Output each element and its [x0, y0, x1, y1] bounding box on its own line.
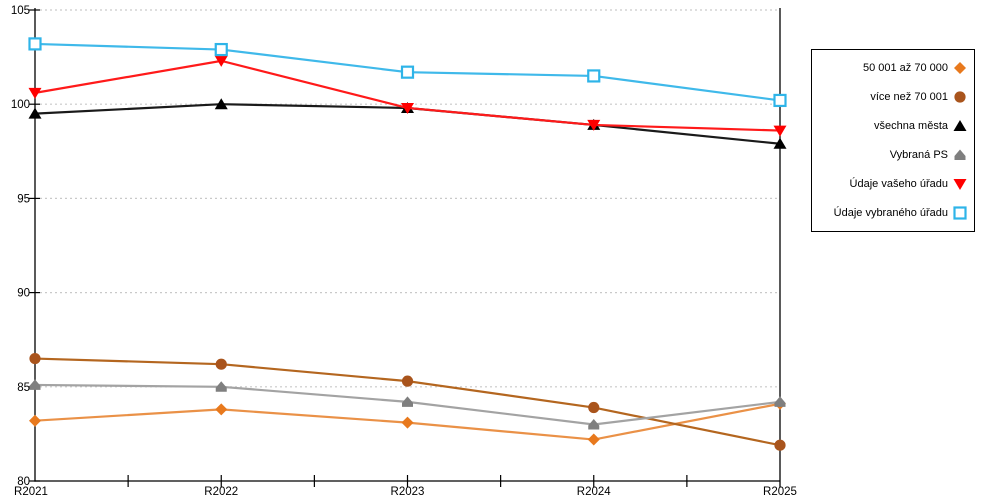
x-tick-label: R2024 [577, 486, 611, 498]
diamond-marker [401, 416, 414, 429]
legend-label: 50 001 až 70 000 [862, 61, 948, 74]
x-tick-label: R2021 [14, 486, 48, 498]
square-open-marker [214, 42, 228, 57]
pentagon-marker [954, 149, 966, 161]
square-open-marker [953, 206, 967, 220]
diamond-icon [953, 61, 967, 75]
square-open-icon [953, 206, 967, 220]
circle-marker [774, 439, 786, 451]
y-tick-label: 85 [17, 382, 30, 394]
triangle-down-marker [773, 125, 787, 137]
circle-icon [953, 90, 967, 104]
circle-marker [401, 375, 414, 387]
legend-item: Údaje vybraného úřadu [812, 206, 974, 220]
pentagon-marker [588, 418, 600, 430]
legend-label: více než 70 001 [870, 90, 948, 103]
circle-marker [215, 358, 227, 370]
triangle-up-marker [28, 107, 42, 119]
diamond-marker [215, 403, 228, 416]
triangle-up-marker [214, 98, 228, 110]
legend-item: 50 001 až 70 000 [812, 61, 974, 75]
triangle-up-icon [953, 119, 967, 133]
square-open-marker [28, 37, 42, 51]
legend: 50 001 až 70 000 více než 70 001 všechna m… [811, 49, 975, 232]
circle-marker [29, 352, 41, 365]
circle-marker [954, 91, 966, 103]
triangle-down-marker [401, 102, 414, 114]
legend-item: Vybraná PS [812, 148, 974, 162]
legend-label: Údaje vašeho úřadu [849, 178, 948, 191]
pentagon-marker [774, 396, 786, 407]
triangle-up-marker [953, 119, 967, 131]
triangle-down-marker [953, 179, 967, 191]
diamond-marker [29, 414, 41, 427]
triangle-down-icon [953, 177, 967, 191]
legend-label: Vybraná PS [889, 149, 948, 162]
x-tick-label: R2023 [391, 486, 425, 498]
y-tick-label: 90 [17, 288, 30, 300]
x-tick-label: R2022 [204, 486, 238, 498]
diamond-marker [954, 61, 966, 74]
square-open-marker [773, 93, 787, 108]
pentagon-icon [953, 148, 967, 162]
legend-label: všechna města [874, 119, 948, 132]
square-open-marker [400, 65, 415, 79]
square-open-marker [587, 69, 601, 83]
legend-item: všechna města [812, 119, 974, 133]
triangle-down-marker [28, 87, 42, 99]
y-tick-label: 100 [11, 99, 30, 111]
circle-marker [588, 401, 600, 414]
y-tick-label: 80 [17, 476, 30, 488]
diamond-marker [587, 433, 600, 446]
x-tick-label: R2025 [763, 486, 797, 498]
triangle-up-marker [773, 137, 787, 149]
legend-item: Údaje vašeho úřadu [812, 177, 974, 191]
y-tick-label: 105 [11, 5, 30, 17]
y-tick-label: 95 [17, 193, 30, 205]
legend-label: Údaje vybraného úřadu [833, 207, 948, 220]
triangle-down-marker [214, 55, 228, 67]
pentagon-marker [215, 381, 227, 392]
triangle-down-marker [587, 119, 601, 131]
pentagon-marker [29, 379, 41, 390]
legend-item: více než 70 001 [812, 90, 974, 104]
pentagon-marker [402, 396, 413, 407]
